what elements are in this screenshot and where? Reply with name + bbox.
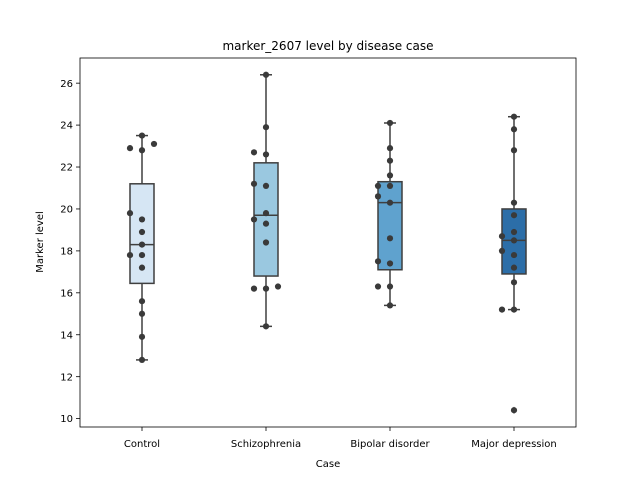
data-point <box>262 182 270 189</box>
y-axis: 10 12 14 16 18 20 22 24 26 <box>60 79 80 425</box>
box-group <box>126 132 158 364</box>
y-tick-label: 14 <box>60 330 73 341</box>
data-point <box>250 285 258 292</box>
data-point <box>510 147 518 154</box>
data-point <box>498 233 506 240</box>
data-point <box>138 310 146 317</box>
data-point <box>510 251 518 259</box>
data-point <box>510 237 518 244</box>
data-point <box>262 124 270 131</box>
data-point <box>386 172 394 179</box>
data-point <box>386 260 394 267</box>
data-point <box>262 220 270 227</box>
data-point <box>386 199 394 206</box>
data-point <box>510 212 518 219</box>
data-point <box>138 356 146 364</box>
data-point <box>386 119 394 127</box>
data-point <box>374 193 382 200</box>
data-point <box>386 157 394 164</box>
data-point <box>138 264 146 271</box>
data-point <box>250 180 258 187</box>
data-point <box>498 247 506 254</box>
x-axis: Control Schizophrenia Bipolar disorder Majo… <box>124 427 557 450</box>
data-point <box>386 182 394 189</box>
plot-area <box>126 71 527 414</box>
y-axis-label: Marker level <box>35 211 46 273</box>
y-tick-label: 18 <box>60 246 73 257</box>
x-tick-label: Bipolar disorder <box>350 439 430 450</box>
box <box>377 180 403 271</box>
data-point <box>250 149 258 156</box>
data-point <box>386 302 394 309</box>
data-point <box>510 126 518 133</box>
data-point <box>138 298 146 305</box>
data-point <box>386 235 394 242</box>
data-point <box>262 210 270 217</box>
data-point <box>510 279 518 286</box>
data-point <box>262 71 270 78</box>
y-tick-label: 20 <box>60 205 73 216</box>
data-point <box>126 251 134 259</box>
data-point <box>274 283 282 290</box>
data-point <box>386 283 394 290</box>
y-tick-label: 12 <box>60 372 73 383</box>
data-point <box>250 216 258 223</box>
y-tick-label: 16 <box>60 288 73 299</box>
data-point <box>138 132 146 139</box>
y-tick-label: 24 <box>60 121 73 132</box>
data-point <box>262 323 270 330</box>
data-point <box>138 333 146 340</box>
y-tick-label: 10 <box>60 414 73 425</box>
data-point <box>374 258 382 265</box>
data-point <box>510 264 518 271</box>
chart-title: marker_2607 level by disease case <box>222 39 433 53</box>
data-point <box>510 407 518 414</box>
x-tick-label: Control <box>124 439 160 450</box>
data-point <box>138 147 146 154</box>
data-point <box>126 210 134 217</box>
data-point <box>262 285 270 292</box>
data-point <box>138 251 146 259</box>
box-group <box>374 119 403 309</box>
data-point <box>262 151 270 158</box>
data-point <box>126 145 134 152</box>
y-tick-label: 22 <box>60 163 73 174</box>
data-point <box>138 228 146 236</box>
data-point <box>138 241 146 248</box>
data-point <box>510 199 518 206</box>
x-axis-label: Case <box>316 459 340 470</box>
data-point <box>262 239 270 246</box>
x-tick-label: Major depression <box>471 439 557 450</box>
data-point <box>374 182 382 189</box>
box-group <box>250 71 282 330</box>
plot-frame <box>79 57 577 428</box>
data-point <box>510 306 518 313</box>
data-point <box>498 306 506 313</box>
box-group <box>498 113 527 414</box>
box <box>253 162 279 277</box>
y-tick-label: 26 <box>60 79 73 90</box>
x-tick-label: Schizophrenia <box>231 439 301 450</box>
data-point <box>510 228 518 236</box>
data-point <box>138 216 146 223</box>
data-point <box>510 113 518 120</box>
data-point <box>386 145 394 152</box>
data-point <box>374 283 382 290</box>
data-point <box>150 140 158 148</box>
